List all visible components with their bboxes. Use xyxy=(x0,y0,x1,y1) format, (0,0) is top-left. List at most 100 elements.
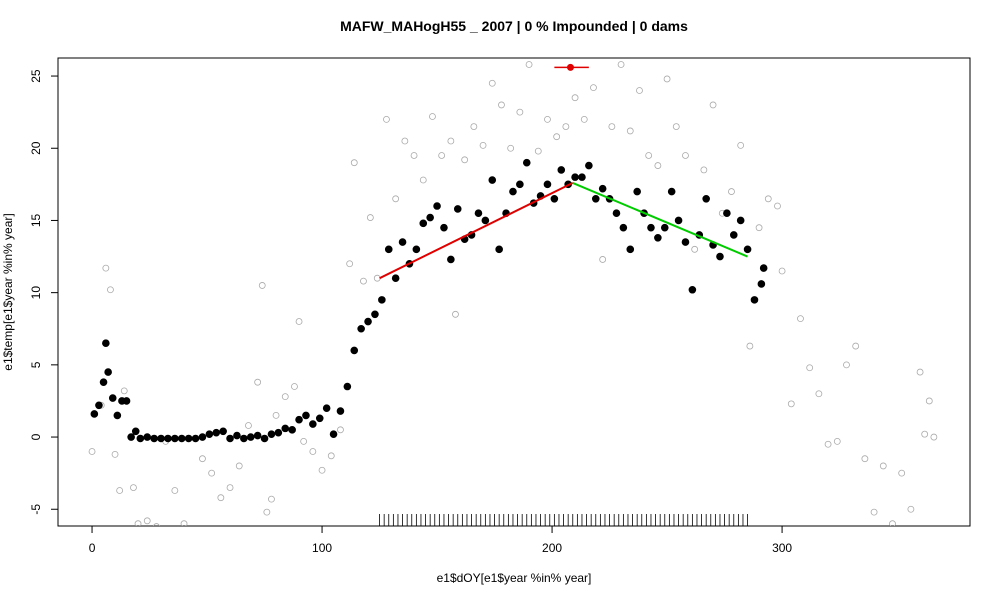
open-point xyxy=(774,202,781,210)
open-point xyxy=(608,123,616,130)
open-point xyxy=(672,123,680,130)
filled-point xyxy=(647,223,655,232)
open-point xyxy=(373,274,381,282)
open-point xyxy=(544,115,551,123)
filled-point xyxy=(681,238,690,246)
open-point xyxy=(116,487,124,494)
open-point xyxy=(470,123,478,130)
open-point xyxy=(452,310,459,318)
open-point xyxy=(488,79,496,87)
open-point xyxy=(300,437,308,445)
filled-point xyxy=(447,255,455,264)
filled-point xyxy=(226,434,234,443)
filled-point xyxy=(440,223,448,232)
y-tick-label: 5 xyxy=(29,361,43,368)
y-tick-label: 15 xyxy=(29,213,43,227)
open-point xyxy=(580,115,588,123)
filled-point xyxy=(743,245,752,254)
filled-point xyxy=(219,427,227,436)
open-point xyxy=(217,494,225,502)
y-tick-label: -5 xyxy=(29,504,43,515)
plot-frame xyxy=(57,57,971,527)
open-point xyxy=(870,508,878,516)
open-point xyxy=(337,426,344,434)
open-point xyxy=(879,462,887,470)
filled-point xyxy=(212,428,221,437)
open-point xyxy=(645,152,653,159)
filled-point xyxy=(612,209,621,218)
x-tick-label: 100 xyxy=(312,541,332,555)
filled-point xyxy=(281,424,290,433)
filled-point xyxy=(384,245,393,254)
open-point xyxy=(171,487,179,494)
filled-point xyxy=(729,231,738,239)
open-point xyxy=(898,469,906,477)
y-tick-label: 20 xyxy=(29,141,43,155)
filled-point xyxy=(371,310,379,319)
filled-point xyxy=(104,368,112,376)
open-point xyxy=(258,282,266,289)
filled-point xyxy=(240,434,248,443)
peak-point xyxy=(566,63,574,71)
filled-point xyxy=(557,166,566,174)
filled-point xyxy=(516,180,524,189)
filled-point xyxy=(95,401,103,410)
open-point xyxy=(553,133,561,141)
open-point xyxy=(360,277,367,285)
open-point xyxy=(208,469,216,477)
open-point xyxy=(153,523,160,526)
open-point xyxy=(861,455,869,463)
open-point xyxy=(907,505,915,513)
filled-point xyxy=(674,216,683,225)
filled-point xyxy=(626,245,635,254)
filled-point xyxy=(619,223,628,232)
open-point xyxy=(654,162,662,169)
filled-point xyxy=(295,415,303,424)
open-point xyxy=(272,411,280,419)
open-point xyxy=(438,152,446,159)
filled-point xyxy=(329,430,338,438)
filled-point xyxy=(136,434,145,443)
x-axis-label: e1$dOY[e1$year %in% year] xyxy=(437,571,592,585)
open-point xyxy=(764,195,772,203)
open-point xyxy=(889,520,896,526)
filled-point xyxy=(343,382,352,391)
open-point xyxy=(268,495,275,503)
filled-point xyxy=(267,430,276,438)
filled-point xyxy=(309,420,317,428)
open-point xyxy=(562,123,570,130)
open-point xyxy=(617,61,625,68)
filled-point xyxy=(233,431,241,440)
open-point xyxy=(507,144,515,152)
open-point xyxy=(107,286,114,294)
filled-point xyxy=(398,238,407,246)
filled-point xyxy=(157,434,165,443)
open-point xyxy=(130,484,137,491)
open-point xyxy=(263,508,271,516)
filled-point xyxy=(433,202,441,210)
open-point xyxy=(429,113,436,120)
open-point xyxy=(663,75,671,83)
open-point xyxy=(88,448,96,455)
filled-point xyxy=(585,161,593,170)
open-point xyxy=(833,437,841,445)
open-point xyxy=(534,147,542,155)
filled-point xyxy=(357,324,365,333)
open-point xyxy=(111,450,119,458)
x-tick-label: 300 xyxy=(772,541,792,555)
filled-point xyxy=(184,434,193,443)
open-point xyxy=(245,422,252,429)
open-point xyxy=(235,462,243,470)
open-point xyxy=(479,141,487,149)
y-tick-label: 10 xyxy=(29,286,43,300)
open-point xyxy=(180,520,188,526)
filled-point xyxy=(350,346,359,355)
filled-point xyxy=(598,184,607,193)
open-point xyxy=(925,397,933,405)
open-point xyxy=(930,433,938,441)
filled-point xyxy=(633,187,641,196)
open-point xyxy=(590,84,597,92)
filled-point xyxy=(736,216,745,225)
open-point xyxy=(190,528,196,534)
filled-point xyxy=(315,414,324,423)
